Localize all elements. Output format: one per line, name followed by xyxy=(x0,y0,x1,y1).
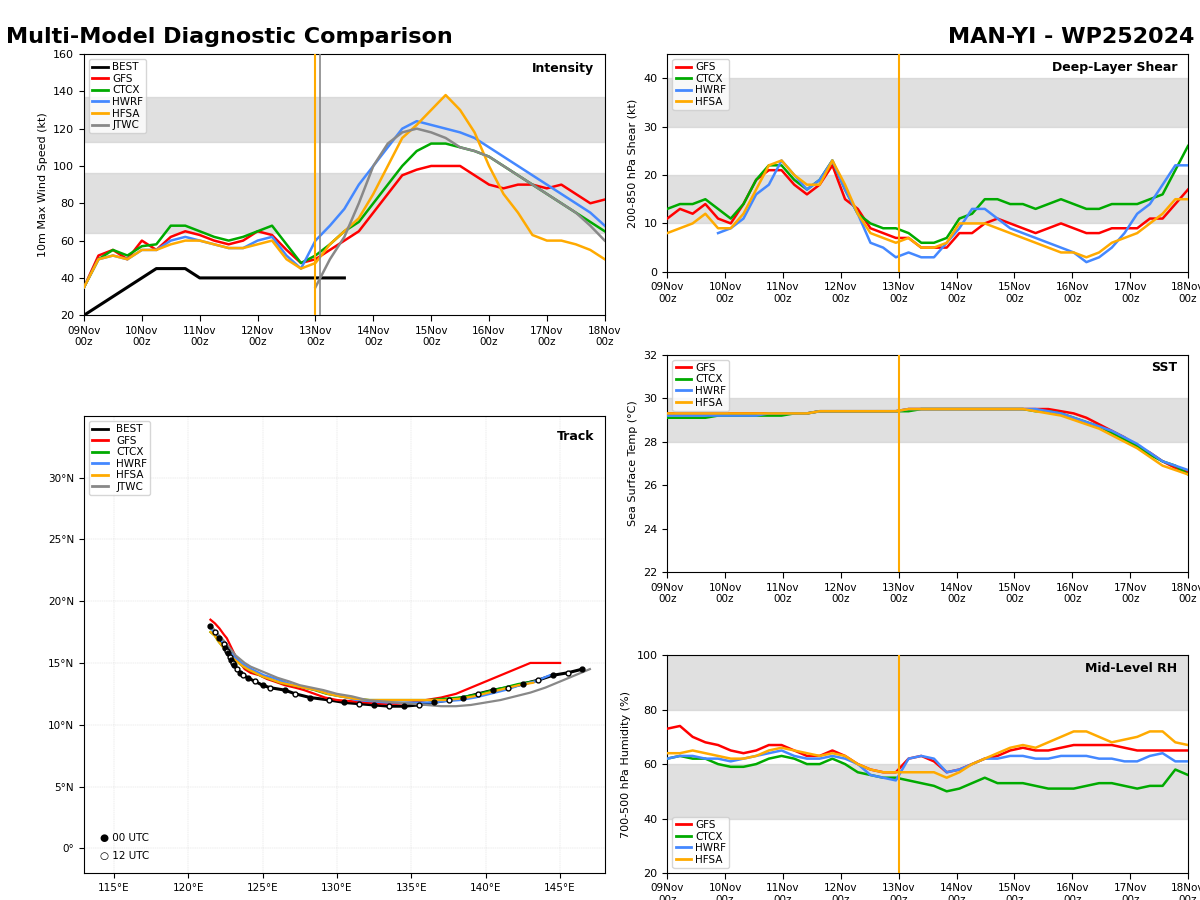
Text: Track: Track xyxy=(557,429,594,443)
Legend: BEST, GFS, CTCX, HWRF, HFSA, JTWC: BEST, GFS, CTCX, HWRF, HFSA, JTWC xyxy=(89,421,150,495)
Text: ● 00 UTC: ● 00 UTC xyxy=(100,833,149,843)
Text: ○ 12 UTC: ○ 12 UTC xyxy=(100,851,149,861)
Bar xyxy=(667,655,1188,709)
Bar xyxy=(667,398,1188,442)
Bar xyxy=(667,78,1188,127)
Text: Multi-Model Diagnostic Comparison: Multi-Model Diagnostic Comparison xyxy=(6,27,452,47)
Text: Deep-Layer Shear: Deep-Layer Shear xyxy=(1052,60,1177,74)
Bar xyxy=(84,174,605,233)
Text: Intensity: Intensity xyxy=(533,62,594,75)
Legend: GFS, CTCX, HWRF, HFSA: GFS, CTCX, HWRF, HFSA xyxy=(672,360,730,410)
Legend: GFS, CTCX, HWRF, HFSA: GFS, CTCX, HWRF, HFSA xyxy=(672,817,730,868)
Bar xyxy=(667,175,1188,223)
Y-axis label: 700-500 hPa Humidity (%): 700-500 hPa Humidity (%) xyxy=(620,690,631,838)
Y-axis label: 10m Max Wind Speed (kt): 10m Max Wind Speed (kt) xyxy=(37,112,48,257)
Y-axis label: Sea Surface Temp (°C): Sea Surface Temp (°C) xyxy=(628,400,637,526)
Legend: BEST, GFS, CTCX, HWRF, HFSA, JTWC: BEST, GFS, CTCX, HWRF, HFSA, JTWC xyxy=(89,59,146,133)
Y-axis label: 200-850 hPa Shear (kt): 200-850 hPa Shear (kt) xyxy=(628,98,638,228)
Legend: GFS, CTCX, HWRF, HFSA: GFS, CTCX, HWRF, HFSA xyxy=(672,59,730,110)
Text: Mid-Level RH: Mid-Level RH xyxy=(1086,662,1177,675)
Bar xyxy=(667,764,1188,818)
Bar xyxy=(84,97,605,141)
Text: SST: SST xyxy=(1152,361,1177,374)
Text: MAN-YI - WP252024: MAN-YI - WP252024 xyxy=(948,27,1194,47)
